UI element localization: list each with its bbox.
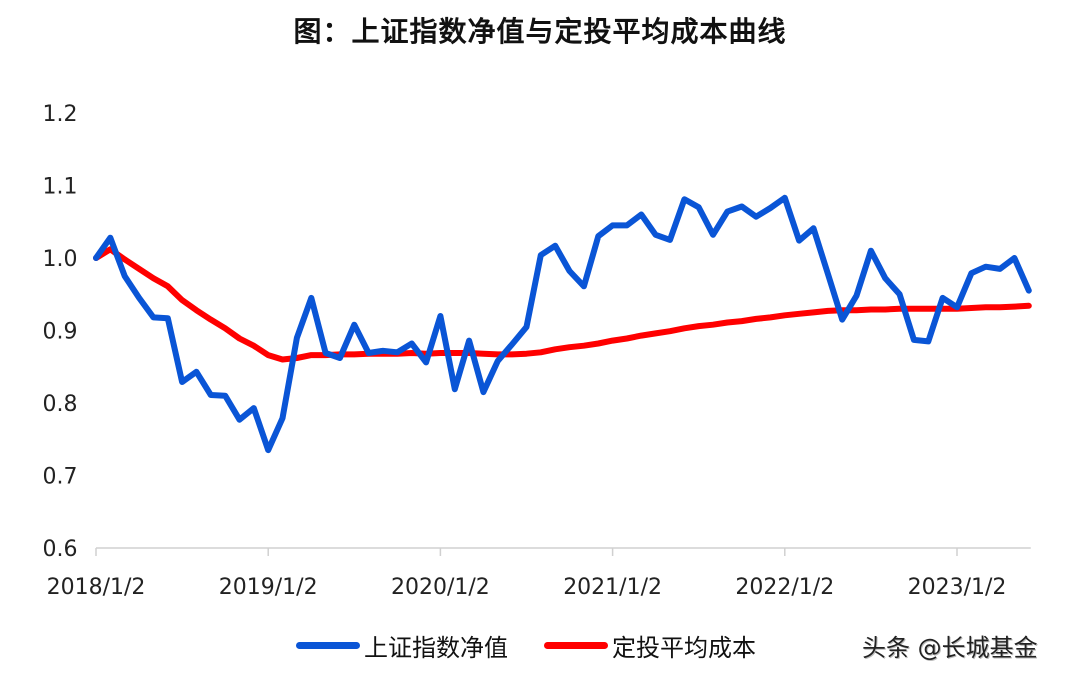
y-tick-label: 0.6 [43,537,78,562]
y-tick-label: 0.7 [43,465,78,490]
chart-lines [93,194,1032,454]
x-tick-label: 2022/1/2 [735,575,834,600]
legend-swatch-red [544,642,608,649]
legend-swatch-blue [296,642,360,649]
y-axis-ticks: 1.2 1.1 1.0 0.9 0.8 0.7 0.6 [43,102,78,562]
series-line [93,194,1032,454]
x-tick-label: 2021/1/2 [563,575,662,600]
y-tick-label: 1.2 [43,102,78,127]
y-tick-label: 1.0 [43,247,78,272]
x-axis: 2018/1/2 2019/1/2 2020/1/2 2021/1/2 2022/1/2… [47,547,1031,600]
watermark: 头条 @长城基金 [862,634,1038,662]
legend-item-sse-nav: 上证指数净值 [296,628,508,663]
y-tick-label: 1.1 [43,175,78,200]
chart-title: 图：上证指数净值与定投平均成本曲线 [293,15,787,48]
x-tick-label: 2019/1/2 [219,575,318,600]
legend-label: 上证指数净值 [364,634,508,662]
series-line [93,246,1032,363]
x-tick-label: 2020/1/2 [391,575,490,600]
legend-item-avg-cost: 定投平均成本 [544,628,756,663]
x-tick-label: 2018/1/2 [47,575,146,600]
legend: 上证指数净值 定投平均成本 [296,628,792,663]
y-tick-label: 0.8 [43,392,78,417]
y-tick-label: 0.9 [43,320,78,345]
legend-label: 定投平均成本 [612,634,756,662]
x-tick-label: 2023/1/2 [908,575,1007,600]
